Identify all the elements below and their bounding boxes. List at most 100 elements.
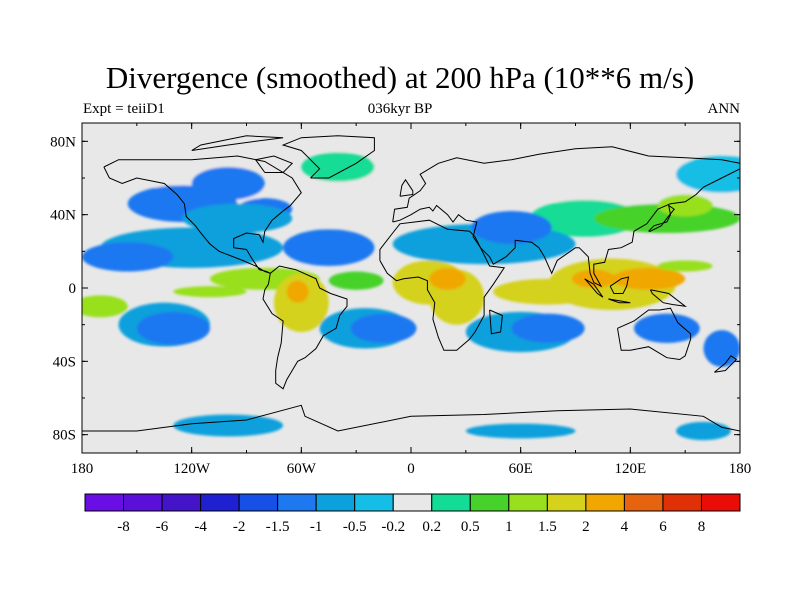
coastline xyxy=(281,135,375,179)
colorbar-label: -8 xyxy=(117,519,130,535)
coastline xyxy=(82,404,740,432)
colorbar-label: -1.5 xyxy=(266,519,290,535)
coastline xyxy=(103,155,302,274)
contour-region xyxy=(82,348,229,393)
contour-region xyxy=(82,295,128,318)
coastline xyxy=(399,178,414,197)
colorbar-label: 1 xyxy=(505,519,513,535)
lat-tick-label: 0 xyxy=(69,281,77,297)
coastline xyxy=(489,309,503,335)
contour-region xyxy=(350,313,417,344)
lon-tick-label: 180 xyxy=(729,461,752,477)
colorbar-label: -1 xyxy=(310,519,323,535)
contour-region xyxy=(383,156,549,189)
contour-region xyxy=(657,194,713,217)
contour-fields xyxy=(82,123,740,441)
lon-tick-label: 0 xyxy=(407,461,415,477)
colorbar-label: 6 xyxy=(659,519,667,535)
colorbar-swatch xyxy=(431,493,471,512)
colorbar-swatch xyxy=(354,493,394,512)
coastline xyxy=(714,355,738,373)
contour-region xyxy=(173,286,247,298)
colorbar-swatch xyxy=(508,493,548,512)
season-label: ANN xyxy=(707,101,741,117)
colorbar-label: -2 xyxy=(233,519,246,535)
colorbar-label: 1.5 xyxy=(538,519,557,535)
contour-region xyxy=(676,421,731,441)
coastline xyxy=(609,276,630,294)
colorbar-label: 8 xyxy=(698,519,706,535)
lon-tick-label: 60W xyxy=(287,461,317,477)
colorbar-label: -0.5 xyxy=(343,519,367,535)
colorbar-label: 0.5 xyxy=(461,519,480,535)
time-label: 036kyr BP xyxy=(367,101,433,117)
contour-region xyxy=(301,152,375,182)
contour-region xyxy=(173,414,284,437)
lat-tick-label: 40S xyxy=(53,354,76,370)
latitude-axis: 80N 40N 0 40S 80S xyxy=(50,134,740,444)
lat-tick-label: 80N xyxy=(50,134,76,150)
coastline xyxy=(254,155,294,173)
colorbar-swatch xyxy=(315,493,356,512)
colorbar-swatch xyxy=(469,493,510,512)
coastline xyxy=(392,146,740,288)
coastline xyxy=(649,289,687,308)
contour-region xyxy=(429,376,539,402)
colorbar-swatch xyxy=(623,493,664,512)
lat-tick-label: 80S xyxy=(53,428,76,444)
contour-region xyxy=(82,123,740,153)
contour-region xyxy=(283,229,375,266)
colorbar-swatch xyxy=(700,493,741,512)
coastline xyxy=(648,204,675,232)
colorbar-swatch xyxy=(662,493,702,512)
contour-region xyxy=(688,291,719,303)
contour-region xyxy=(136,311,210,345)
colorbar-swatch xyxy=(84,493,125,512)
contour-region xyxy=(82,242,174,272)
contour-region xyxy=(286,280,309,303)
colorbar-swatch xyxy=(238,493,279,512)
contour-region xyxy=(471,211,552,244)
colorbar-swatch xyxy=(392,493,433,512)
colorbar-swatch xyxy=(123,493,163,512)
coastlines xyxy=(82,135,740,432)
longitude-axis: 180 120W 60W 0 60E 120E 180 xyxy=(71,123,752,477)
colorbar-label: 2 xyxy=(582,519,590,535)
coastline xyxy=(584,278,604,298)
contour-region xyxy=(657,260,713,272)
coastline xyxy=(262,265,348,390)
chart-title: Divergence (smoothed) at 200 hPa (10**6 … xyxy=(105,60,695,95)
colorbar-swatch xyxy=(585,493,625,512)
contour-region xyxy=(571,269,616,289)
experiment-label: Expt = teiiD1 xyxy=(83,101,165,117)
lon-tick-label: 120E xyxy=(614,461,646,477)
lon-tick-label: 60E xyxy=(509,461,533,477)
lon-tick-label: 120W xyxy=(173,461,211,477)
contour-region xyxy=(612,267,686,290)
coastline xyxy=(608,298,631,304)
coastline xyxy=(379,219,506,351)
colorbar-swatch xyxy=(277,493,317,512)
contour-region xyxy=(575,366,722,393)
lat-tick-label: 40N xyxy=(50,208,76,224)
contour-region xyxy=(520,390,667,413)
colorbar-swatch xyxy=(546,493,587,512)
contour-region xyxy=(310,368,402,399)
contour-region xyxy=(703,330,740,367)
contour-region xyxy=(429,267,466,290)
contour-region xyxy=(182,203,293,233)
colorbar-label: -4 xyxy=(194,519,207,535)
colorbar-swatch xyxy=(161,493,202,512)
contour-region xyxy=(511,313,585,344)
coastline xyxy=(191,135,284,151)
colorbar-swatch xyxy=(200,493,240,512)
contour-region xyxy=(633,313,700,344)
coastline xyxy=(617,307,692,361)
contour-region xyxy=(191,167,265,200)
contour-region xyxy=(328,271,384,290)
colorbar-label: 4 xyxy=(621,519,629,535)
contour-region xyxy=(676,156,740,193)
colorbar-label: 0.2 xyxy=(422,519,441,535)
